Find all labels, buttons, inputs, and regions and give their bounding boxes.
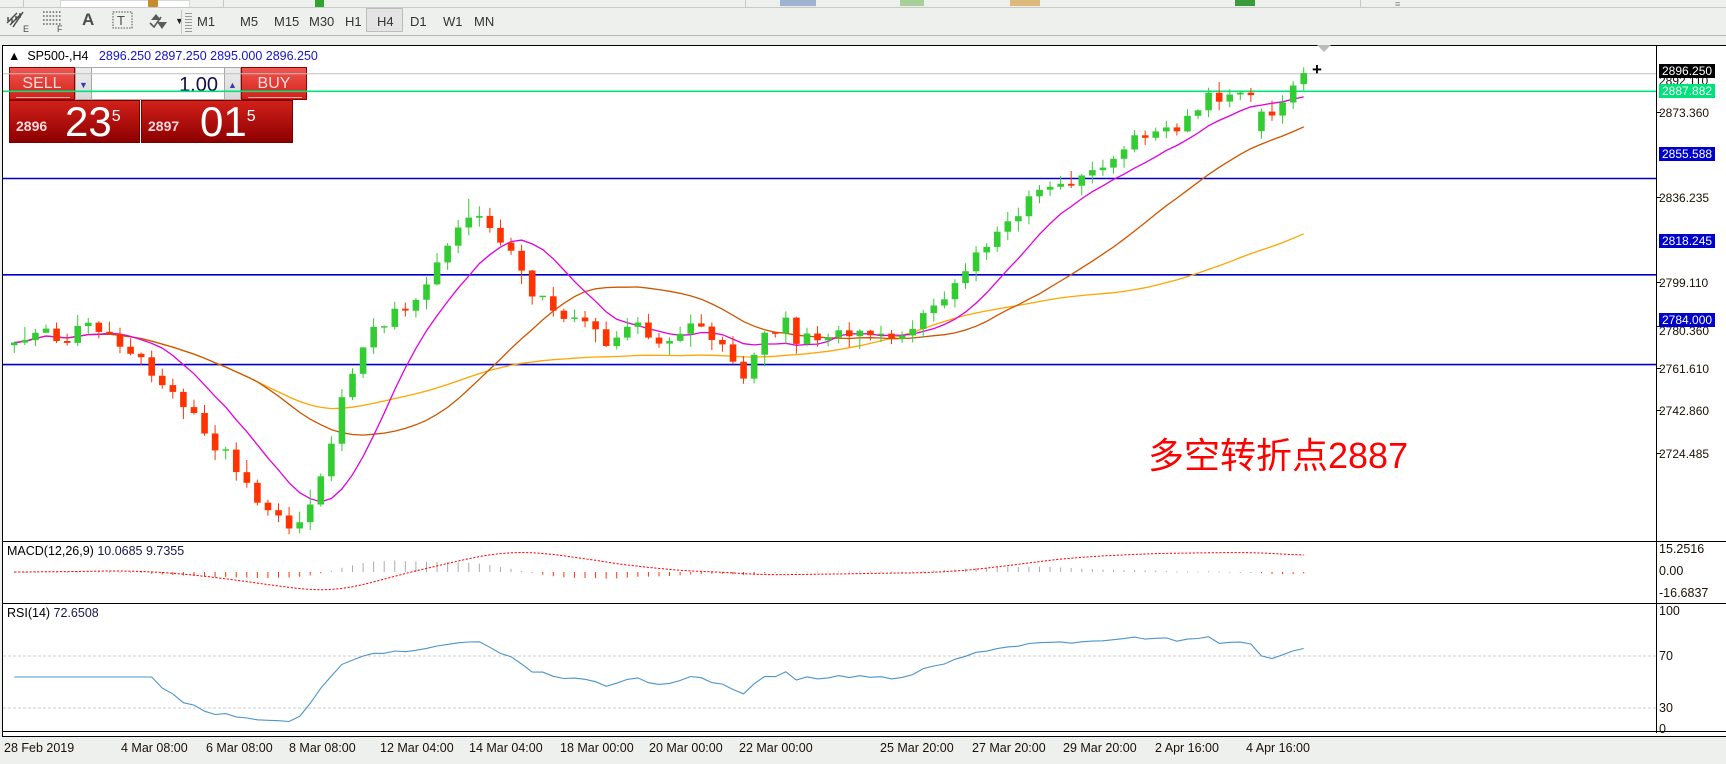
svg-text:F: F [57,24,63,33]
svg-text:E: E [23,24,29,34]
svg-text:T: T [117,13,125,28]
svg-text:多空转折点2887: 多空转折点2887 [1148,435,1408,476]
